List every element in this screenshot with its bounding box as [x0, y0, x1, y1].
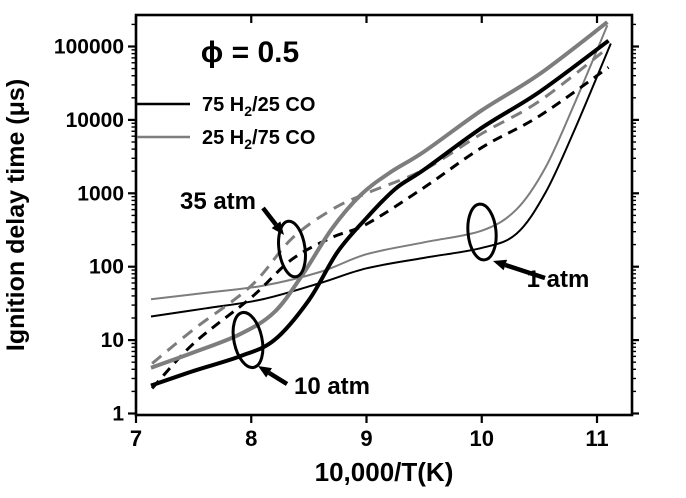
annotation-atm1: 1 atm [466, 202, 590, 293]
x-tick-label: 11 [585, 426, 608, 451]
highlight-ellipse [277, 219, 307, 279]
pressure-label: 1 atm [527, 266, 590, 293]
equivalence-ratio-title: ϕ = 0.5 [201, 36, 299, 69]
ticks-group [128, 15, 639, 423]
y-tick-label: 10000 [66, 109, 124, 132]
pressure-label: 35 atm [180, 188, 256, 215]
x-tick-label: 10 [470, 426, 494, 451]
legend-label: 25 H2/75 CO [202, 127, 315, 152]
annotation-arrow-shaft [504, 262, 546, 281]
y-tick-label: 10 [101, 329, 124, 352]
y-tick-label: 100 [89, 256, 124, 279]
pressure-label: 10 atm [294, 373, 370, 400]
x-axis-label: 10,000/T(K) [315, 457, 454, 487]
highlight-ellipse [466, 202, 498, 262]
annotation-arrow-shaft [267, 370, 289, 386]
y-axis-label: Ignition delay time (μs) [2, 79, 30, 351]
annotation-atm10: 10 atm [231, 310, 370, 400]
annotation-atm35: 35 atm [180, 188, 307, 279]
legend-label: 75 H2/25 CO [202, 94, 315, 119]
y-tick-label: 1000 [77, 182, 124, 205]
annotation-arrow-head [258, 366, 272, 378]
y-tick-label: 1 [112, 403, 124, 426]
x-tick-label: 9 [360, 426, 372, 451]
series-curve-10atm-gray [150, 20, 609, 370]
y-tick-label: 100000 [54, 36, 124, 59]
annotation-arrow-head [271, 221, 284, 235]
x-tick-label: 8 [245, 426, 257, 451]
highlight-ellipse [231, 310, 265, 370]
x-tick-label: 7 [130, 426, 142, 451]
series-curve-35atm-gray [151, 47, 608, 365]
annotation-arrow-head [493, 259, 508, 271]
annotation-arrow-shaft [261, 206, 278, 227]
series-curve-1atm-black [150, 43, 612, 318]
